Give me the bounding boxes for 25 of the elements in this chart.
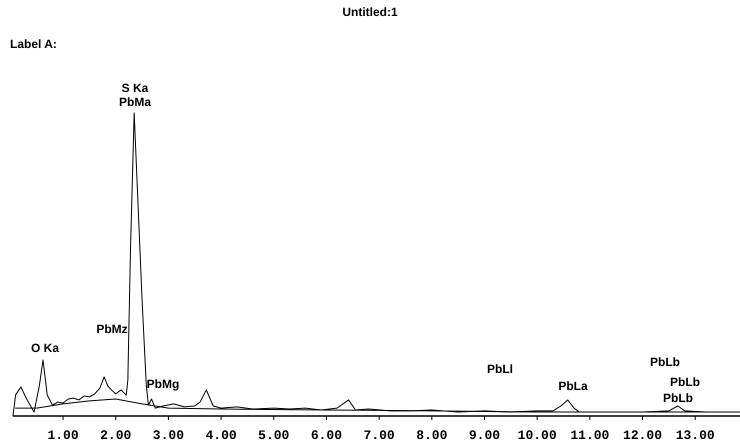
x-tick-label: 1.00 — [47, 428, 79, 443]
chart-subtitle: Label A: — [10, 37, 57, 51]
x-tick-label: 10.00 — [518, 428, 557, 443]
annotation: PbMg — [146, 377, 180, 391]
x-tick-label: 12.00 — [623, 428, 662, 443]
annotation: PbLa — [558, 379, 588, 393]
x-tick-label: 13.00 — [676, 428, 715, 443]
annotation: PbMz — [96, 322, 128, 336]
annotation: PbLb — [650, 355, 680, 369]
annotation: PbLb — [670, 375, 700, 389]
x-tick-label: 6.00 — [310, 428, 342, 443]
x-tick-label: 4.00 — [205, 428, 237, 443]
x-tick-label: 9.00 — [468, 428, 500, 443]
x-tick-label: 11.00 — [570, 428, 610, 443]
annotation: PbLl — [487, 362, 513, 376]
annotation: PbLb — [663, 391, 693, 405]
x-tick-label: 2.00 — [100, 428, 132, 443]
x-tick-label: 5.00 — [258, 428, 290, 443]
x-tick-label: 3.00 — [152, 428, 184, 443]
x-tick-label: 7.00 — [364, 428, 395, 443]
chart-title: Untitled:1 — [342, 5, 398, 19]
annotation: O Ka — [30, 341, 60, 355]
text: PbMa — [118, 95, 152, 109]
x-tick-label: 8.00 — [416, 428, 448, 443]
text: S Ka — [122, 81, 149, 95]
